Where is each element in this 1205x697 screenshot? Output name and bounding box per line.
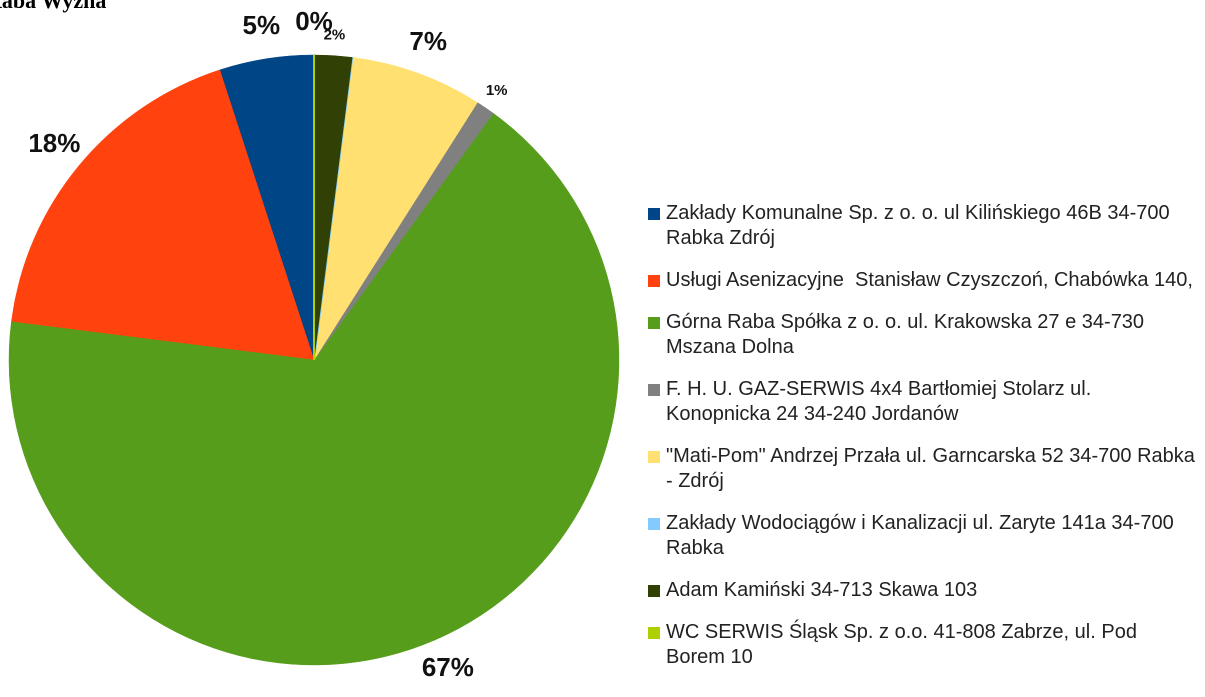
legend-label: WC SERWIS Śląsk Sp. z o.o. 41-808 Zabrze… <box>666 621 1143 668</box>
legend-label: Zakłady Komunalne Sp. z o. o. ul Kilińsk… <box>666 202 1176 249</box>
data-label: 5% <box>242 10 280 40</box>
legend-label: Adam Kamiński 34-713 Skawa 103 <box>666 579 978 601</box>
legend-swatch <box>648 627 660 639</box>
legend-swatch <box>648 518 660 530</box>
legend-entry: "Mati-Pom" Andrzej Przała ul. Garncarska… <box>648 444 1196 494</box>
legend-entry: Usługi Asenizacyjne Stanisław Czyszczoń,… <box>648 268 1196 293</box>
legend-label: Usługi Asenizacyjne Stanisław Czyszczoń,… <box>666 269 1193 291</box>
legend-label: Górna Raba Spółka z o. o. ul. Krakowska … <box>666 311 1150 358</box>
legend-label: F. H. U. GAZ-SERWIS 4x4 Bartłomiej Stola… <box>666 378 1097 425</box>
legend-entry: WC SERWIS Śląsk Sp. z o.o. 41-808 Zabrze… <box>648 620 1196 670</box>
chart-title: Raba Wyżna <box>0 0 106 13</box>
data-label: 0% <box>295 6 333 36</box>
legend-entry: Zakłady Wodociągów i Kanalizacji ul. Zar… <box>648 511 1196 561</box>
pie-slice <box>11 69 315 361</box>
legend-swatch <box>648 451 660 463</box>
legend-entry: Zakłady Komunalne Sp. z o. o. ul Kilińsk… <box>648 201 1196 251</box>
legend-entry: F. H. U. GAZ-SERWIS 4x4 Bartłomiej Stola… <box>648 377 1196 427</box>
legend-entry: Adam Kamiński 34-713 Skawa 103 <box>648 578 1196 603</box>
data-label: 18% <box>28 128 80 158</box>
pie-slice <box>8 112 620 666</box>
legend-label: Zakłady Wodociągów i Kanalizacji ul. Zar… <box>666 512 1180 559</box>
data-label: 67% <box>422 652 474 682</box>
legend-swatch <box>648 317 660 329</box>
data-label: 1% <box>486 82 508 99</box>
legend-swatch <box>648 585 660 597</box>
legend-entry: Górna Raba Spółka z o. o. ul. Krakowska … <box>648 310 1196 360</box>
legend-swatch <box>648 275 660 287</box>
data-label: 7% <box>409 26 447 56</box>
legend-label: "Mati-Pom" Andrzej Przała ul. Garncarska… <box>666 445 1201 492</box>
legend-swatch <box>648 384 660 396</box>
data-label: 2% <box>324 27 346 44</box>
legend-swatch <box>648 208 660 220</box>
pie-slice <box>313 57 478 361</box>
legend: Zakłady Komunalne Sp. z o. o. ul Kilińsk… <box>648 201 1196 670</box>
